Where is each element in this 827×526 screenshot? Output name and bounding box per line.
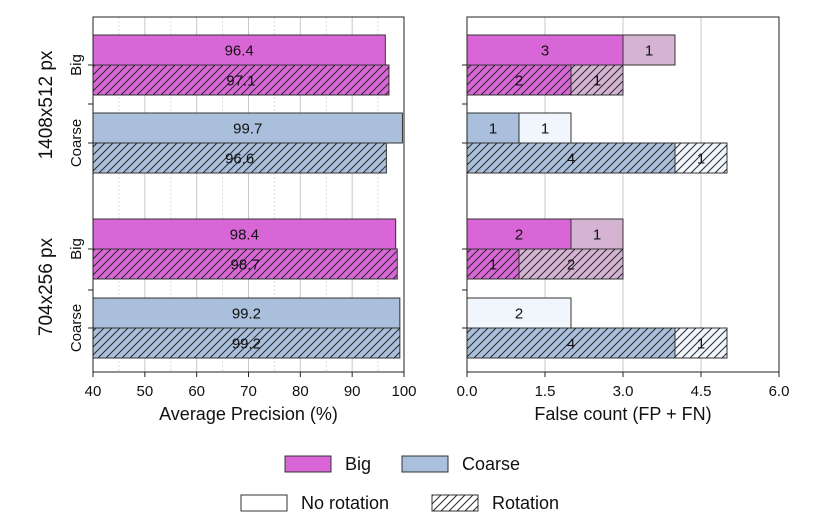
ap-bar-1408x512-px-big-rotation-hatch [93, 65, 389, 95]
fc-bar-704x256-px-big-rotation-fn-hatch [519, 249, 623, 279]
legend-swatch-rotation-hatch [432, 495, 478, 511]
x-axis-label: Average Precision (%) [159, 404, 338, 424]
x-axis-label: False count (FP + FN) [534, 404, 711, 424]
legend-label-rotation: Rotation [492, 493, 559, 513]
data-label: 2 [515, 73, 523, 90]
legend-label-big: Big [345, 454, 371, 474]
category-label-big: Big [68, 238, 85, 260]
fc-bar-1408x512-px-coarse-no-rotation-fp [466, 112, 520, 144]
x-tick-label: 6.0 [769, 383, 790, 400]
data-label: 3 [541, 43, 549, 60]
fc-bar-704x256-px-coarse-rotation-fp-hatch [467, 328, 675, 358]
data-label: 1 [593, 73, 601, 90]
fc-bar-1408x512-px-coarse-rotation-fp-hatch [467, 143, 675, 173]
group-label-704x256-px: 704x256 px [36, 237, 57, 336]
x-tick-label: 40 [85, 383, 102, 400]
x-tick-label: 3.0 [613, 383, 634, 400]
ap-bar-704x256-px-big-rotation-hatch [93, 249, 398, 279]
data-label: 1 [489, 257, 497, 274]
data-label: 99.2 [232, 336, 261, 353]
fc-bar-704x256-px-big-rotation-fp-hatch [467, 249, 519, 279]
category-label-big: Big [68, 54, 85, 76]
fc-bar-1408x512-px-big-rotation-fp-hatch [467, 65, 571, 95]
data-label: 1 [593, 227, 601, 244]
legend-swatch-coarse [401, 455, 449, 473]
fc-bar-704x256-px-big-no-rotation-fp [466, 218, 572, 250]
data-label: 1 [645, 43, 653, 60]
false-count-panel: 3 1 2 1 1 1 4 1 2 1 1 2 2 4 1 0.0 1.5 3.0 4.5 6.0 False coun… [457, 16, 790, 424]
legend-swatch-no-rotation [240, 494, 288, 512]
x-tick-label: 50 [136, 383, 153, 400]
legend: Big Coarse No rotation Rotation [240, 454, 559, 513]
fc-bar-704x256-px-coarse-rotation-fn-hatch [675, 328, 727, 358]
data-label: 1 [489, 121, 497, 138]
category-label-coarse: Coarse [68, 119, 85, 167]
category-label-coarse: Coarse [68, 304, 85, 352]
data-label: 97.1 [226, 73, 255, 90]
ap-bar-704x256-px-coarse-rotation-hatch [93, 328, 400, 358]
ap-bar-1408x512-px-coarse-rotation-hatch [93, 143, 387, 173]
data-label: 1 [697, 336, 705, 353]
data-label: 1 [541, 121, 549, 138]
data-label: 99.2 [232, 306, 261, 323]
group-labels: 1408x512 px 704x256 px [36, 50, 57, 336]
data-label: 4 [567, 151, 575, 168]
data-label: 99.7 [233, 121, 262, 138]
data-label: 2 [515, 306, 523, 323]
fc-bar-1408x512-px-big-no-rotation-fn [622, 34, 676, 66]
x-tick-label: 0.0 [457, 383, 478, 400]
legend-label-no-rotation: No rotation [301, 493, 389, 513]
group-label-1408x512-px: 1408x512 px [36, 50, 57, 159]
data-label: 2 [515, 227, 523, 244]
legend-swatch-big [284, 455, 332, 473]
data-label: 2 [567, 257, 575, 274]
legend-label-coarse: Coarse [462, 454, 520, 474]
data-label: 96.4 [225, 43, 254, 60]
fc-bar-1408x512-px-coarse-rotation-fn-hatch [675, 143, 727, 173]
x-tick-label: 1.5 [535, 383, 556, 400]
x-tick-label: 70 [240, 383, 257, 400]
data-label: 96.6 [225, 151, 254, 168]
x-tick-label: 60 [188, 383, 205, 400]
precision-panel: 96.4 97.1 99.7 96.6 98.4 98.7 99.2 99.2 40 50 60 70… [68, 16, 417, 424]
data-label: 4 [567, 336, 575, 353]
data-label: 98.4 [230, 227, 259, 244]
x-tick-label: 4.5 [691, 383, 712, 400]
x-tick-label: 80 [292, 383, 309, 400]
data-label: 98.7 [231, 257, 260, 274]
data-label: 1 [697, 151, 705, 168]
x-tick-label: 90 [344, 383, 361, 400]
fc-bar-1408x512-px-big-rotation-fn-hatch [571, 65, 623, 95]
fc-bar-704x256-px-big-no-rotation-fn [570, 218, 624, 250]
x-tick-label: 100 [391, 383, 416, 400]
